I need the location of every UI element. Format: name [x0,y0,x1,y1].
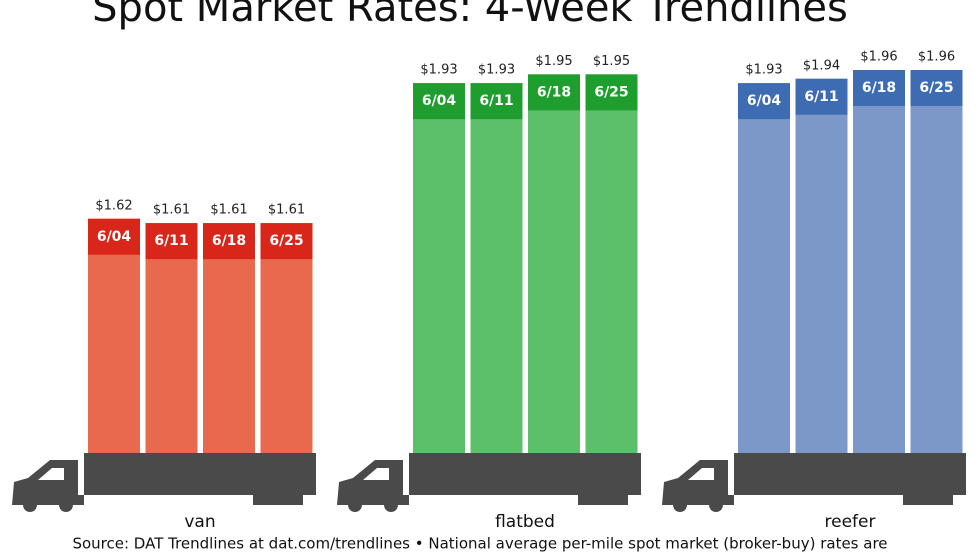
week-box [738,83,790,120]
bar [795,78,848,455]
value-label: $1.96 [860,50,897,65]
source-note: Source: DAT Trendlines at dat.com/trendl… [72,535,887,552]
bar [910,70,963,455]
cab-window [38,468,64,480]
week-box [528,74,580,111]
bar [413,83,465,455]
week-label: 6/18 [212,233,246,249]
week-box [470,83,523,120]
value-label: $1.96 [918,50,955,65]
week-label: 6/04 [747,93,782,109]
week-label: 6/11 [479,93,513,109]
cab-wheel [59,498,73,512]
chart-title: Spot Market Rates: 4-Week Trendlines [92,0,848,31]
cab-wheel [348,498,362,512]
value-label: $1.61 [268,203,305,218]
cab-wheel [384,498,398,512]
cab-window [363,468,389,480]
week-box [795,78,848,115]
trailer-wheels [253,495,303,505]
value-label: $1.94 [803,58,840,73]
value-label: $1.62 [95,198,132,213]
bar [528,74,580,455]
value-label: $1.61 [153,203,190,218]
trailer-wheels [578,495,628,505]
week-box [88,218,140,255]
group-label: flatbed [495,512,555,532]
cab-wheel [673,498,687,512]
group-label: van [184,512,215,532]
value-label: $1.95 [593,54,630,69]
value-label: $1.93 [420,63,457,78]
cab-wheel [709,498,723,512]
trailer-chassis [84,489,316,495]
truck-cab [662,460,734,505]
value-label: $1.93 [478,63,515,78]
week-label: 6/11 [804,89,838,105]
week-label: 6/04 [97,229,132,245]
value-label: $1.95 [535,54,572,69]
trailer [409,453,641,489]
bar [88,218,140,455]
bar [145,223,198,455]
week-label: 6/04 [422,93,457,109]
bar [470,83,523,455]
week-label: 6/25 [594,84,628,100]
trailer-chassis [734,489,966,495]
bar [738,83,790,455]
cab-window [688,468,714,480]
value-label: $1.61 [210,203,247,218]
week-label: 6/25 [919,80,953,96]
week-box [910,70,963,106]
truck-cab [337,460,409,505]
bar [585,74,638,455]
week-label: 6/18 [862,80,896,96]
week-label: 6/11 [154,233,188,249]
trailer [734,453,966,489]
week-label: 6/25 [269,233,303,249]
truck-cab [12,460,84,505]
week-box [585,74,638,111]
week-box [853,70,905,106]
bar [853,70,905,455]
week-box [413,83,465,120]
trailer-chassis [409,489,641,495]
trailer-wheels [903,495,953,505]
week-box [203,223,255,260]
trailer [84,453,316,489]
bar [260,223,313,455]
value-label: $1.93 [745,63,782,78]
week-box [260,223,313,260]
group-label: reefer [825,512,876,532]
week-box [145,223,198,260]
bar [203,223,255,455]
week-label: 6/18 [537,84,571,100]
cab-wheel [23,498,37,512]
